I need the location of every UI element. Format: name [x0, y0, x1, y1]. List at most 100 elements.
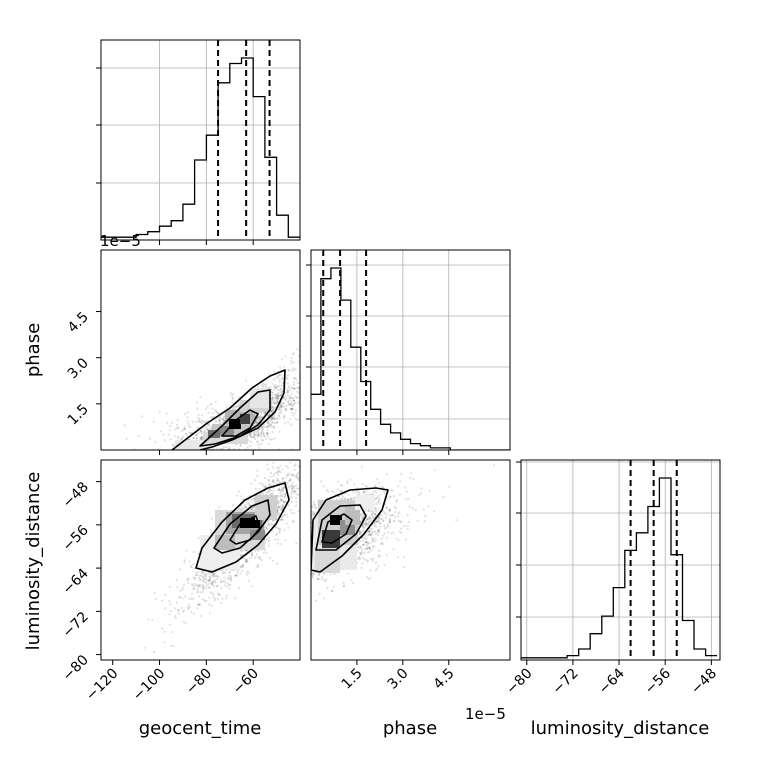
scatter-geocent-phase-point	[261, 384, 264, 387]
scatter-geocent-ldist-point	[221, 597, 224, 600]
scatter-geocent-ldist-point	[280, 499, 283, 502]
scatter-geocent-ldist-point	[271, 559, 274, 562]
scatter-geocent-phase-point	[279, 404, 282, 407]
ytick-label-phase: 1.5	[65, 401, 92, 428]
scatter-geocent-phase-point	[192, 436, 195, 439]
scatter-geocent-ldist-point	[296, 487, 299, 490]
scatter-geocent-ldist-point	[276, 562, 279, 565]
scatter-phase-ldist-point	[398, 493, 402, 496]
scatter-phase-ldist-point	[391, 489, 394, 492]
scatter-geocent-phase-point	[270, 400, 273, 403]
scatter-phase-ldist-point	[368, 550, 371, 553]
scatter-phase-ldist-point	[394, 510, 397, 514]
scatter-geocent-phase-point	[261, 439, 265, 442]
scatter-geocent-ldist-point	[276, 532, 279, 536]
scatter-geocent-ldist-point	[171, 631, 174, 634]
scatter-geocent-ldist-point	[241, 549, 244, 553]
scatter-phase-ldist-point	[399, 520, 402, 523]
scatter-phase-ldist-point	[346, 572, 349, 575]
scatter-phase-ldist-point	[360, 551, 363, 554]
scatter-geocent-ldist-point	[277, 513, 280, 517]
scatter-geocent-ldist-point	[212, 581, 215, 584]
scatter-geocent-phase-point	[206, 405, 209, 408]
scatter-phase-ldist-point	[400, 527, 403, 530]
scatter-geocent-ldist-point	[196, 588, 199, 591]
scatter-phase-ldist-point	[330, 490, 333, 493]
scatter-geocent-ldist-point	[283, 495, 286, 499]
scatter-phase-ldist-point	[361, 517, 364, 521]
scatter-phase-ldist-point	[359, 530, 362, 533]
scatter-phase-ldist-point	[360, 466, 363, 469]
scatter-phase-ldist-point	[367, 542, 370, 545]
scatter-geocent-ldist-point	[275, 526, 278, 529]
scatter-geocent-ldist-point	[237, 490, 240, 493]
scatter-geocent-ldist-point	[282, 477, 285, 480]
scatter-phase-ldist-point	[397, 519, 400, 523]
scatter-phase-ldist-point	[374, 489, 377, 493]
scatter-phase-ldist-point	[357, 555, 360, 558]
scatter-geocent-phase-point	[171, 444, 175, 447]
scatter-geocent-phase-point	[167, 433, 170, 436]
scatter-geocent-ldist-point	[229, 583, 232, 586]
scatter-geocent-ldist-point	[290, 487, 293, 490]
scatter-geocent-ldist-point	[170, 609, 173, 613]
scatter-phase-ldist-point	[373, 516, 376, 519]
scatter-geocent-ldist-point	[317, 452, 319, 454]
scatter-geocent-phase-point	[231, 406, 234, 410]
scatter-phase-ldist-point	[364, 537, 367, 541]
scatter-geocent-phase-point	[333, 294, 335, 296]
scatter-geocent-ldist-point	[211, 580, 214, 583]
scatter-geocent-ldist-point	[305, 486, 307, 488]
scatter-geocent-ldist-point	[213, 599, 216, 602]
scatter-phase-ldist-point	[317, 573, 320, 576]
scatter-geocent-phase-point	[257, 443, 260, 446]
scatter-geocent-ldist-point	[259, 556, 262, 559]
scatter-phase-ldist-point	[366, 523, 369, 526]
density-block-geocent-phase	[229, 419, 241, 429]
scatter-geocent-ldist-point	[205, 581, 208, 584]
scatter-phase-ldist-point	[410, 472, 413, 475]
scatter-phase-ldist-point	[361, 516, 364, 520]
scatter-phase-ldist-point	[311, 576, 314, 579]
scatter-phase-ldist-point	[320, 480, 323, 483]
scatter-phase-ldist-point	[385, 554, 388, 557]
scatter-geocent-ldist-point	[187, 577, 190, 580]
panel-frame-pl	[310, 459, 511, 661]
scatter-geocent-phase-point	[254, 434, 257, 437]
scatter-geocent-ldist-point	[193, 567, 196, 570]
scatter-phase-ldist-point	[311, 506, 314, 509]
scatter-phase-ldist-point	[361, 514, 364, 517]
scatter-geocent-ldist-point	[284, 493, 287, 496]
scatter-phase-ldist-point	[364, 558, 367, 561]
scatter-geocent-ldist-point	[248, 494, 251, 497]
scatter-geocent-ldist-point	[272, 480, 275, 483]
scatter-geocent-phase-point	[268, 386, 271, 389]
scatter-geocent-ldist-point	[228, 577, 231, 580]
scatter-geocent-ldist-point	[277, 479, 280, 482]
scatter-geocent-ldist-point	[188, 605, 191, 609]
scatter-geocent-phase-point	[176, 418, 179, 422]
scatter-geocent-phase-point	[271, 409, 274, 413]
scatter-geocent-phase-point	[209, 416, 212, 419]
scatter-geocent-phase-point	[196, 407, 199, 410]
scatter-phase-ldist-point	[396, 515, 400, 518]
scatter-geocent-phase-point	[285, 376, 288, 380]
scatter-phase-ldist-point	[359, 551, 362, 554]
scatter-geocent-phase-point	[272, 400, 275, 404]
scatter-geocent-phase-point	[301, 353, 303, 355]
density-block-phase-ldist	[330, 515, 342, 525]
scatter-geocent-ldist-point	[295, 497, 298, 500]
scatter-geocent-ldist-point	[207, 582, 211, 586]
scatter-geocent-ldist-point	[191, 584, 195, 587]
scatter-geocent-phase-point	[258, 418, 261, 421]
scatter-phase-ldist-point	[351, 490, 355, 493]
scatter-phase-ldist-point	[375, 520, 378, 523]
scatter-geocent-ldist-point	[208, 596, 211, 599]
scatter-geocent-ldist-point	[276, 473, 280, 477]
scatter-phase-ldist-point	[396, 556, 399, 559]
scatter-geocent-ldist-point	[228, 587, 231, 590]
scatter-phase-ldist-point	[371, 515, 374, 518]
scatter-phase-ldist-point	[395, 499, 398, 502]
scatter-geocent-ldist-point	[217, 506, 221, 509]
scatter-geocent-ldist-point	[234, 574, 237, 577]
